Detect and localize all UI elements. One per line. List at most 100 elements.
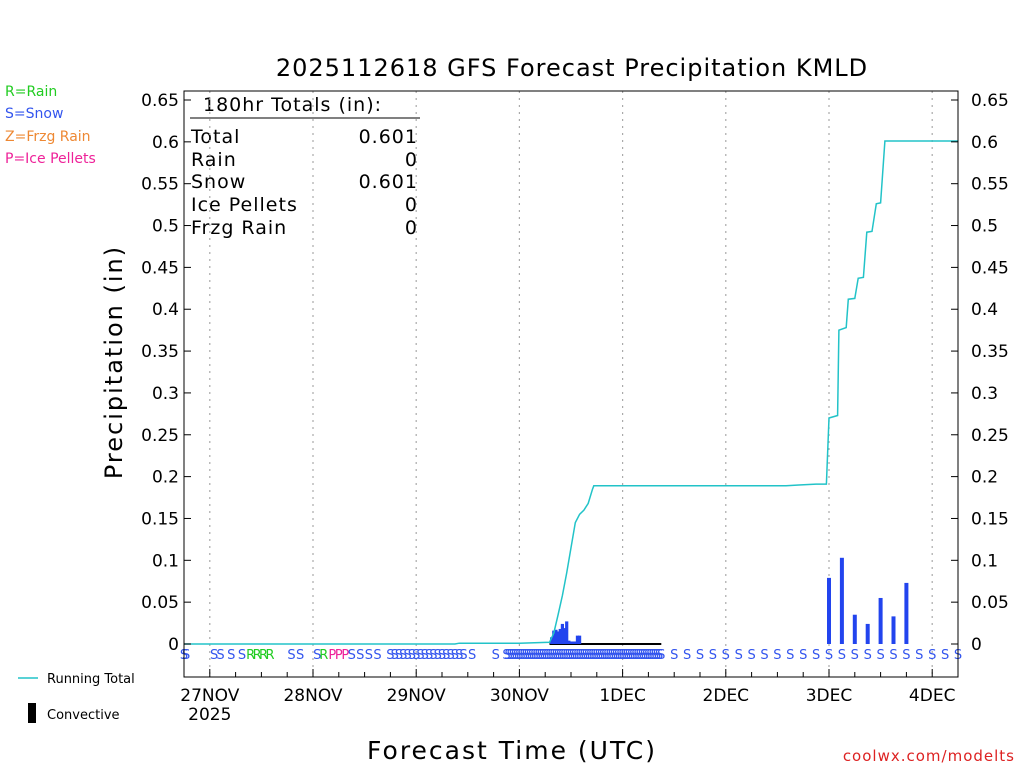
totals-frzg-rain-label: Frzg Rain (191, 217, 287, 239)
ptype-marker-44: S (509, 648, 517, 663)
ptype-marker-3: S (216, 648, 224, 663)
ptype-marker-48: S (517, 648, 525, 663)
ptype-marker-42: S (505, 648, 513, 663)
ptype-marker-56: S (535, 648, 543, 663)
ptype-marker-15: P (335, 648, 343, 663)
precip-bar-1 (552, 630, 556, 644)
totals-header: 180hr Totals (in): (203, 94, 382, 116)
running-total-line (184, 140, 958, 645)
ptype-marker-39: S (468, 648, 476, 663)
ptype-marker-11: S (296, 648, 304, 663)
ptype-marker-98: S (625, 648, 633, 663)
ptype-marker-27: S (412, 648, 420, 663)
y-axis-label: Precipitation (in) (100, 245, 128, 479)
ptype-marker-132: S (902, 648, 910, 663)
ptype-marker-115: S (683, 648, 691, 663)
ptype-marker-110: S (651, 648, 659, 663)
precip-bar-12 (575, 635, 580, 644)
ptype-marker-46: S (513, 648, 521, 663)
totals-snow-value: 0.601 (359, 171, 418, 193)
ptype-marker-2: S (210, 648, 218, 663)
legend-freezing-rain: Z=Frzg Rain (5, 129, 91, 145)
precip-bar-18 (878, 597, 883, 644)
y-tick-label-left: 0.4 (152, 300, 179, 320)
y-tick-label-right: 0.1 (971, 551, 998, 571)
totals-box: 180hr Totals (in): Total 0.601 Rain 0 Sn… (190, 94, 420, 239)
ptype-marker-45: S (511, 648, 519, 663)
y-tick-label-left: 0 (168, 635, 179, 655)
ptype-marker-33: S (438, 648, 446, 663)
ptype-marker-20: S (373, 648, 381, 663)
y-tick-label-left: 0.05 (141, 593, 179, 613)
precip-bar-5 (560, 623, 564, 644)
ptype-marker-125: S (812, 648, 820, 663)
running-total-series (184, 140, 958, 645)
x-tick-label-6: 3DEC (806, 686, 853, 706)
ptype-marker-75: S (575, 648, 583, 663)
ptype-marker-47: S (515, 648, 523, 663)
ptype-marker-85: S (597, 648, 605, 663)
y-tick-label-right: 0.45 (971, 258, 1009, 278)
precip-bar-20 (904, 582, 909, 644)
ptype-marker-65: S (554, 648, 562, 663)
y-tick-label-right: 0.15 (971, 509, 1009, 529)
ptype-marker-24: S (399, 648, 407, 663)
y-tick-label-left: 0.25 (141, 426, 179, 446)
convective-legend-label: Convective (47, 708, 120, 723)
ptype-marker-126: S (825, 648, 833, 663)
x-tick-label-3: 30NOV (490, 686, 549, 706)
ptype-marker-127: S (838, 648, 846, 663)
ptype-marker-57: S (537, 648, 545, 663)
ptype-marker-86: S (599, 648, 607, 663)
ptype-marker-121: S (760, 648, 768, 663)
ptype-marker-77: S (580, 648, 588, 663)
ptype-marker-62: S (548, 648, 556, 663)
ptype-marker-133: S (915, 648, 923, 663)
ptype-marker-14: P (328, 648, 336, 663)
precip-bar-13 (578, 635, 582, 644)
ptype-marker-73: S (571, 648, 579, 663)
ptype-marker-130: S (876, 648, 884, 663)
ptype-marker-129: S (864, 648, 872, 663)
x-tick-label-2: 29NOV (387, 686, 446, 706)
ptype-marker-49: S (520, 648, 528, 663)
ptype-marker-6: R (246, 648, 255, 663)
ptype-marker-87: S (601, 648, 609, 663)
totals-total-value: 0.601 (359, 126, 418, 148)
totals-total-label: Total (190, 126, 240, 148)
ptype-marker-89: S (606, 648, 614, 663)
ptype-marker-34: S (442, 648, 450, 663)
chart-title: 2025112618 GFS Forecast Precipitation KM… (276, 54, 868, 82)
ptype-marker-8: R (259, 648, 268, 663)
ptype-marker-51: S (524, 648, 532, 663)
ptype-marker-79: S (584, 648, 592, 663)
ptype-marker-1: S (182, 648, 190, 663)
ptype-marker-109: S (649, 648, 657, 663)
y-tick-label-right: 0.4 (971, 300, 998, 320)
ptype-marker-7: R (253, 648, 262, 663)
ptype-marker-17: S (348, 648, 356, 663)
y-tick-label-right: 0.5 (971, 217, 998, 237)
precip-bar-15 (839, 557, 844, 644)
ptype-marker-43: S (507, 648, 515, 663)
y-tick-label-right: 0.25 (971, 426, 1009, 446)
precip-bar-0 (550, 637, 554, 644)
ptype-marker-120: S (747, 648, 755, 663)
precip-bar-7 (565, 621, 569, 644)
ptype-marker-103: S (636, 648, 644, 663)
ptype-marker-23: S (395, 648, 403, 663)
precip-bar-10 (571, 641, 575, 644)
ptype-marker-35: S (446, 648, 454, 663)
ptype-marker-131: S (889, 648, 897, 663)
ptype-marker-74: S (573, 648, 581, 663)
ptype-marker-19: S (365, 648, 373, 663)
ptype-marker-64: S (552, 648, 560, 663)
ptype-marker-66: S (556, 648, 564, 663)
y-tick-label-left: 0.65 (141, 91, 179, 111)
ptype-marker-41: S (502, 648, 510, 663)
legend-ice-pellets: P=Ice Pellets (5, 151, 96, 167)
ptype-marker-93: S (614, 648, 622, 663)
ptype-marker-119: S (735, 648, 743, 663)
ptype-marker-21: S (386, 648, 394, 663)
